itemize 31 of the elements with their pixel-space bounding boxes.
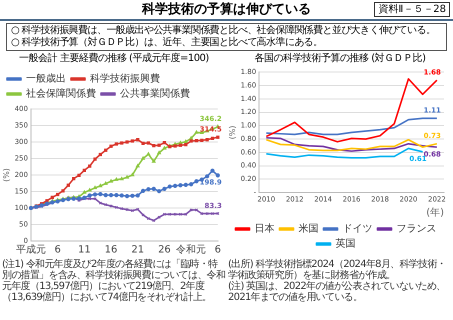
y-axis-title: (%) — [2, 168, 11, 182]
y-axis-title: (%) — [228, 125, 237, 140]
chart-subtitle: (対ＧＤＰ比) — [371, 53, 426, 64]
text: 資料Ⅱ－５－28 — [374, 2, 450, 17]
legend-label: 日本 — [254, 222, 274, 235]
x-tick-label: 平成元 — [16, 244, 46, 256]
legend-label: フランス — [396, 224, 436, 235]
legend-label: ドイツ — [342, 224, 372, 235]
x-tick-label: 26 — [158, 244, 171, 256]
chart-subtitle: (平成元年度=100) — [129, 53, 209, 64]
legend-label: 米国 — [298, 222, 318, 235]
text: ○ 科学技術振興費は、一般歳出や公共事業関係費と比べ、社会保障関係費と並び大きく伸びている。 — [11, 25, 436, 36]
text: (出所) 科学技術指標2024（2024年8月、科学技術・学術政策研究所）を基に財務省が作成。 — [228, 259, 447, 281]
x-tick-label: 6 — [54, 244, 61, 256]
legend-label: 一般歳出 — [26, 72, 66, 85]
legend-label: 社会保障関係費 — [26, 88, 96, 100]
text: (注) 英国は、2022年の値が公表されていないため、2021年までの値を用いている。 — [228, 281, 447, 303]
x-tick-label: 6 — [214, 244, 222, 256]
text: ○ 科学技術予算（対ＧＤＰ比）は、近年、主要国と比べて高水準にある。 — [11, 37, 324, 49]
x-tick-label: 16 — [104, 244, 118, 256]
x-axis-title: (年) — [426, 206, 444, 219]
x-tick-label: 21 — [131, 244, 144, 256]
text: 科学技術の予算は伸びている — [142, 2, 311, 17]
chart-title: 各国の科学技術予算の推移 — [254, 53, 368, 64]
x-tick-label: 11 — [78, 244, 91, 256]
text: (注1) 令和元年度及び2年度の各経費には「臨時・特別の措置」を含み、科学技術振興費については、令和元年度（13,597億円）において219億円、2年度（13,639億円）において74億円をそれぞれ計上。 — [2, 259, 226, 303]
x-tick-label: 令和元 — [176, 244, 206, 256]
legend-label: 科学技術振興費 — [90, 72, 160, 85]
legend-label: 公共事業関係費 — [120, 88, 190, 100]
legend-label: 英国 — [336, 238, 356, 250]
chart-title: 一般会計 主要経費の推移 — [19, 53, 126, 64]
